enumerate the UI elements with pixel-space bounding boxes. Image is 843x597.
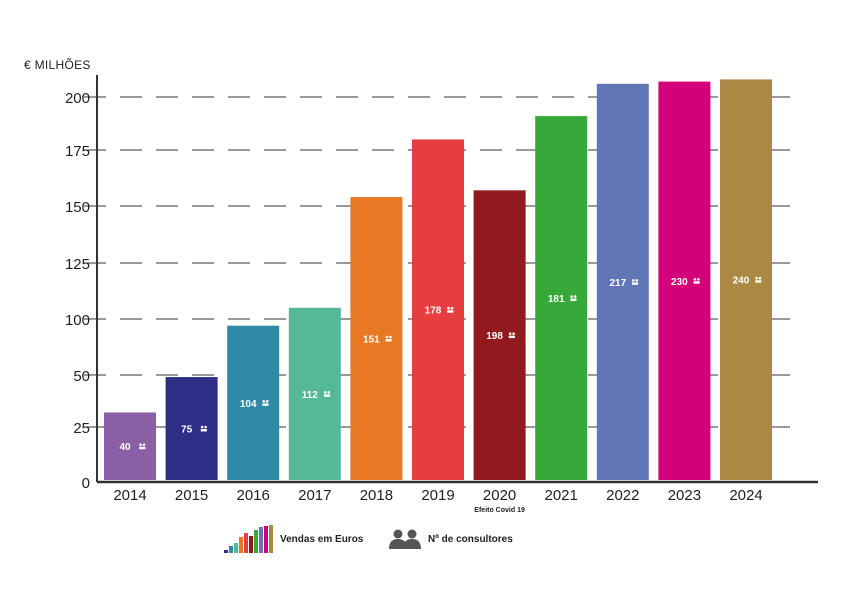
consultant-label: 198 — [486, 331, 516, 342]
x-tick-label: 2015 — [175, 487, 208, 504]
consultant-label: 40 — [119, 442, 146, 453]
bar — [658, 81, 711, 480]
consultant-label: 181 — [548, 294, 577, 305]
people-icon — [508, 332, 516, 339]
x-tick-label: 2020 — [483, 487, 516, 504]
consultant-value: 198 — [486, 331, 503, 342]
consultant-value: 240 — [733, 276, 750, 287]
people-icon — [693, 278, 700, 284]
y-tick-label: 150 — [65, 199, 90, 216]
consultant-value: 75 — [181, 425, 193, 436]
consultant-value: 151 — [363, 335, 380, 346]
y-tick-label: 100 — [65, 312, 90, 329]
legend-label-consultants: Nº de consultores — [428, 533, 513, 545]
consultant-value: 181 — [548, 294, 565, 305]
y-tick-label: 125 — [65, 256, 90, 273]
x-tick-label: 2017 — [298, 487, 331, 504]
consultant-value: 230 — [671, 277, 688, 288]
consultant-value: 40 — [119, 442, 131, 453]
bar — [227, 325, 280, 480]
bar — [104, 412, 156, 480]
consultant-value: 104 — [240, 399, 257, 410]
x-tick-label: 2023 — [668, 487, 701, 504]
consultant-label: 75 — [181, 425, 208, 436]
y-tick-label: 175 — [65, 143, 90, 160]
y-axis-ticks: 0 25 50 100 125 150 175 200 — [65, 90, 90, 492]
people-icon — [755, 276, 762, 283]
bar — [412, 139, 464, 480]
people-icon — [323, 391, 331, 397]
people-icon — [139, 443, 146, 450]
bars: 40 75 104 112 151 178 198 181 217 230 240 — [104, 79, 772, 481]
consultant-label: 217 — [609, 278, 639, 289]
x-tick-label: 2018 — [360, 487, 393, 504]
consultant-label: 230 — [671, 277, 700, 288]
legend-item-sales: Vendas em Euros — [222, 522, 363, 556]
y-tick-label: 25 — [73, 420, 90, 437]
people-icon — [389, 529, 421, 549]
x-tick-label: 2022 — [606, 487, 639, 504]
y-axis-unit-label: € MILHÕES — [24, 58, 91, 72]
x-tick-label: 2014 — [113, 487, 146, 504]
x-tick-label: 2016 — [237, 487, 270, 504]
consultant-label: 178 — [425, 306, 454, 317]
bar — [165, 377, 218, 480]
consultant-label: 151 — [363, 335, 392, 346]
legend-label-sales: Vendas em Euros — [280, 533, 364, 545]
people-icon — [200, 425, 208, 432]
bar — [350, 197, 403, 481]
consultant-label: 112 — [302, 390, 331, 401]
consultant-label: 104 — [240, 399, 269, 410]
consultant-value: 217 — [609, 278, 626, 289]
bar — [288, 307, 341, 480]
consultant-value: 178 — [425, 306, 442, 317]
x-tick-label: 2019 — [421, 487, 454, 504]
bar-chart-icon — [224, 525, 273, 553]
x-tick-label: 2021 — [545, 487, 578, 504]
legend-item-consultants: Nº de consultores — [388, 522, 513, 556]
bar — [720, 79, 772, 481]
y-tick-label: 0 — [82, 475, 90, 492]
y-tick-label: 200 — [65, 90, 90, 107]
annotation-covid: Efeito Covid 19 — [474, 507, 525, 514]
people-icon — [631, 279, 639, 285]
bar — [535, 116, 588, 480]
bar — [473, 190, 526, 480]
people-icon — [447, 306, 454, 313]
y-tick-label: 50 — [73, 368, 90, 385]
people-icon — [385, 335, 392, 342]
consultant-value: 112 — [302, 390, 319, 401]
x-tick-label: 2024 — [729, 487, 762, 504]
people-icon — [262, 400, 269, 406]
consultant-label: 240 — [733, 276, 762, 287]
x-axis-ticks: 2014 2015 2016 2017 2018 2019 2020 Efeito Covid… — [113, 487, 762, 514]
people-icon — [570, 295, 577, 302]
bar — [596, 83, 649, 481]
